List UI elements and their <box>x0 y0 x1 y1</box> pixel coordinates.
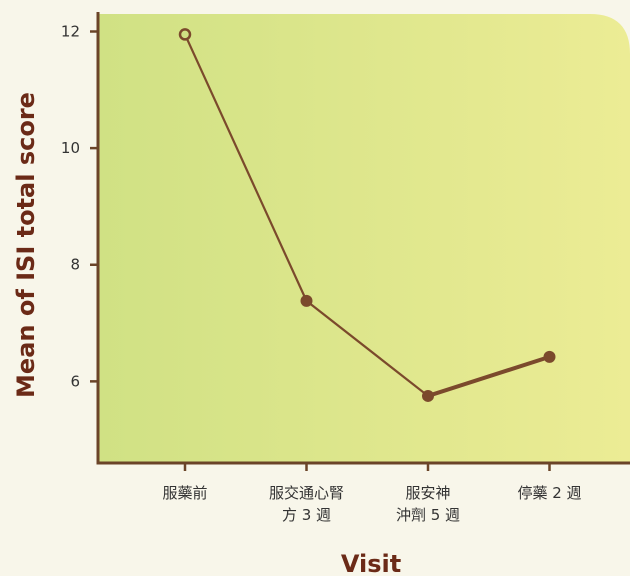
plot-area <box>98 14 630 463</box>
data-point <box>543 350 556 363</box>
x-axis-title: Visit <box>341 550 401 576</box>
x-tick-label: 服安神 <box>405 484 450 502</box>
series-line-segment <box>426 354 552 398</box>
y-tick-label: 8 <box>70 256 80 274</box>
x-tick-label: 服藥前 <box>162 484 207 502</box>
data-point <box>178 28 192 41</box>
x-tick-label: 停藥 2 週 <box>517 484 581 502</box>
data-point <box>422 389 434 402</box>
y-tick-label: 6 <box>70 372 80 390</box>
y-tick-label: 12 <box>61 22 80 40</box>
y-tick-label: 10 <box>61 139 80 157</box>
y-axis-title: Mean of ISI total score <box>12 92 40 398</box>
x-tick-label: 服交通心腎 <box>269 484 344 502</box>
data-point <box>300 294 313 307</box>
x-tick-label: 沖劑 5 週 <box>396 506 460 524</box>
x-tick-label: 方 3 週 <box>282 506 331 524</box>
